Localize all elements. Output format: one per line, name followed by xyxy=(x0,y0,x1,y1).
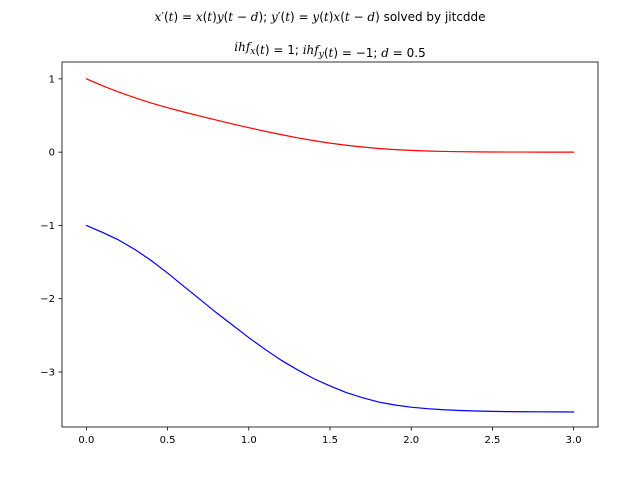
y-tick-label: −3 xyxy=(40,368,55,379)
title-segment: t xyxy=(228,10,233,24)
title-segment: ′( xyxy=(161,10,168,24)
title-segment: ) solved by jitcdde xyxy=(375,10,485,24)
title-segment: ) = −1; xyxy=(333,46,381,60)
x-tick-label: 2.5 xyxy=(484,435,500,446)
title-segment: x xyxy=(154,10,161,24)
title-segment: t xyxy=(285,10,290,24)
x-tick-label: 0.0 xyxy=(78,435,94,446)
x-tick-label: 2.0 xyxy=(403,435,419,446)
title-segment: y xyxy=(311,10,319,24)
title-segment: t xyxy=(345,10,350,24)
title-segment: y xyxy=(318,50,325,60)
title-segment: ( xyxy=(324,46,329,60)
title-segment: t xyxy=(207,10,212,24)
y-tick-label: −2 xyxy=(40,294,55,305)
title-segment: ( xyxy=(224,10,229,24)
title-segment: ) = 1; xyxy=(265,43,303,57)
y-tick-label: −1 xyxy=(40,221,55,232)
title-segment: x xyxy=(196,10,203,24)
chart-title: x′(t) = x(t)y(t − d); y′(t) = y(t)x(t − … xyxy=(154,10,485,24)
title-segment: − xyxy=(233,10,251,24)
title-segment: ) = xyxy=(173,10,195,24)
title-segment: t xyxy=(260,43,265,57)
x-tick-label: 1.5 xyxy=(322,435,338,446)
title-segment: d xyxy=(251,10,259,24)
title-segment: ihf xyxy=(303,43,322,57)
y-tick-label: 1 xyxy=(49,74,55,85)
title-segment: x xyxy=(333,10,340,24)
title-segment: d xyxy=(381,46,389,60)
series-line-1 xyxy=(85,78,575,153)
title-segment: d xyxy=(367,10,375,24)
title-segment: ( xyxy=(203,10,208,24)
title-segment: ) = xyxy=(290,10,312,24)
x-tick-label: 1.0 xyxy=(241,435,257,446)
series-layer xyxy=(85,78,575,413)
title-segment: t xyxy=(324,10,329,24)
y-tick-label: 0 xyxy=(49,148,55,159)
title-segment: ( xyxy=(340,10,345,24)
title-segment: ) xyxy=(212,10,217,24)
axes-layer: 0.0 0.5 1.0 1.5 2.0 2.5 3.0 1 0 −1 −2 −3 xyxy=(40,61,599,446)
chart-subtitle: ihfx(t) = 1; ihfy(t) = −1; d = 0.5 xyxy=(234,40,425,60)
title-segment: ′( xyxy=(278,10,285,24)
title-segment: − xyxy=(350,10,368,24)
title-segment: y xyxy=(270,10,278,24)
title-segment: ( xyxy=(255,43,260,57)
title-segment: ); xyxy=(258,10,271,24)
title-segment: t xyxy=(329,46,334,60)
series-line-2 xyxy=(85,224,575,413)
title-segment: = 0.5 xyxy=(389,46,426,60)
x-tick-label: 3.0 xyxy=(566,435,582,446)
title-segment: ( xyxy=(319,10,324,24)
title-segment: ) xyxy=(329,10,334,24)
title-segment: y xyxy=(216,10,224,24)
title-segment: x xyxy=(250,47,255,57)
title-segment: t xyxy=(169,10,174,24)
x-tick-label: 0.5 xyxy=(160,435,176,446)
title-segment: ihf xyxy=(234,40,253,54)
